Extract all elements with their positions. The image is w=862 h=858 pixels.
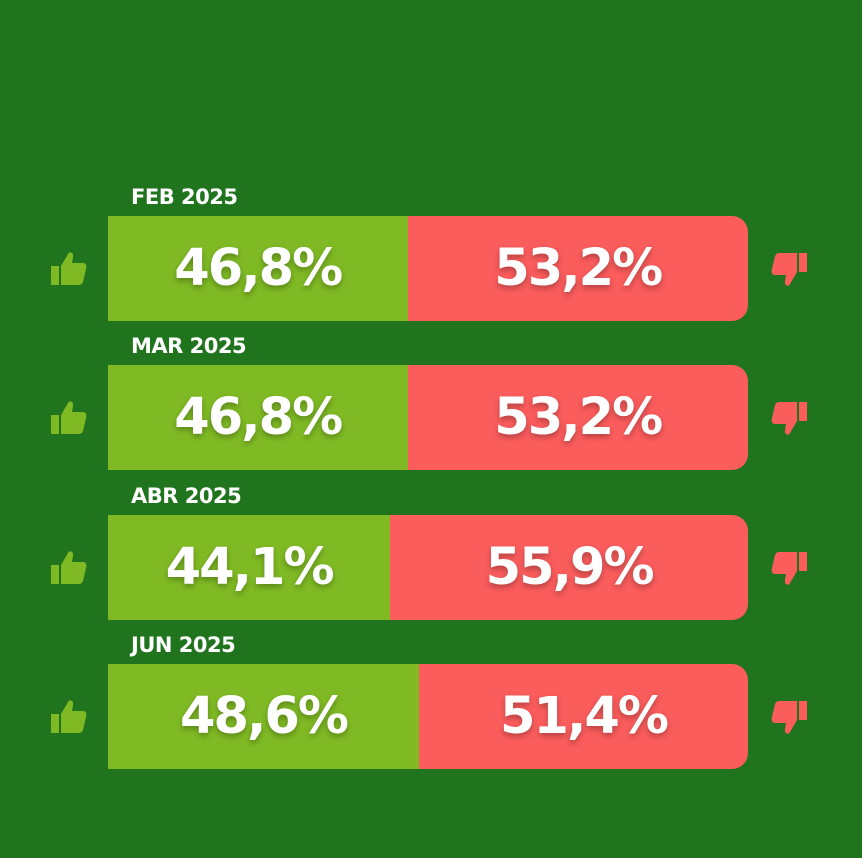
period-label: ABR 2025	[131, 484, 242, 508]
approval-row: ABR 2025 44,1% 55,9%	[0, 484, 862, 624]
thumbs-down-icon	[770, 548, 808, 588]
disapprove-segment: 53,2%	[407, 365, 748, 470]
disapprove-segment-value: 53,2%	[494, 388, 663, 447]
period-label: FEB 2025	[131, 185, 238, 209]
disapprove-segment-value: 53,2%	[494, 239, 663, 298]
approve-segment: 46,8%	[108, 216, 408, 321]
approve-segment-value: 46,8%	[174, 388, 343, 447]
thumbs-down-icon	[770, 249, 808, 289]
approve-segment-value: 44,1%	[165, 538, 335, 597]
thumbs-up-icon	[50, 249, 88, 289]
approval-row: FEB 2025 46,8% 53,2%	[0, 185, 862, 325]
thumbs-up-icon	[50, 398, 88, 438]
thumbs-down-icon	[770, 697, 808, 737]
stacked-bar: 46,8% 53,2%	[108, 365, 748, 470]
approve-segment-value: 48,6%	[180, 687, 349, 746]
stacked-bar: 46,8% 53,2%	[108, 216, 748, 321]
disapprove-segment-value: 51,4%	[500, 687, 669, 746]
period-label: MAR 2025	[131, 334, 247, 358]
approve-segment: 46,8%	[108, 365, 408, 470]
disapprove-segment-value: 55,9%	[485, 538, 655, 597]
stacked-bar: 44,1% 55,9%	[108, 515, 748, 620]
disapprove-segment: 53,2%	[407, 216, 748, 321]
approval-row: MAR 2025 46,8% 53,2%	[0, 334, 862, 474]
approval-row: JUN 2025 48,6% 51,4%	[0, 633, 862, 773]
approve-segment: 48,6%	[108, 664, 420, 769]
thumbs-up-icon	[50, 548, 88, 588]
approve-segment: 44,1%	[108, 515, 391, 620]
disapprove-segment: 55,9%	[390, 515, 748, 620]
approve-segment-value: 46,8%	[174, 239, 343, 298]
period-label: JUN 2025	[131, 633, 236, 657]
thumbs-down-icon	[770, 398, 808, 438]
thumbs-up-icon	[50, 697, 88, 737]
disapprove-segment: 51,4%	[419, 664, 748, 769]
stacked-bar: 48,6% 51,4%	[108, 664, 748, 769]
